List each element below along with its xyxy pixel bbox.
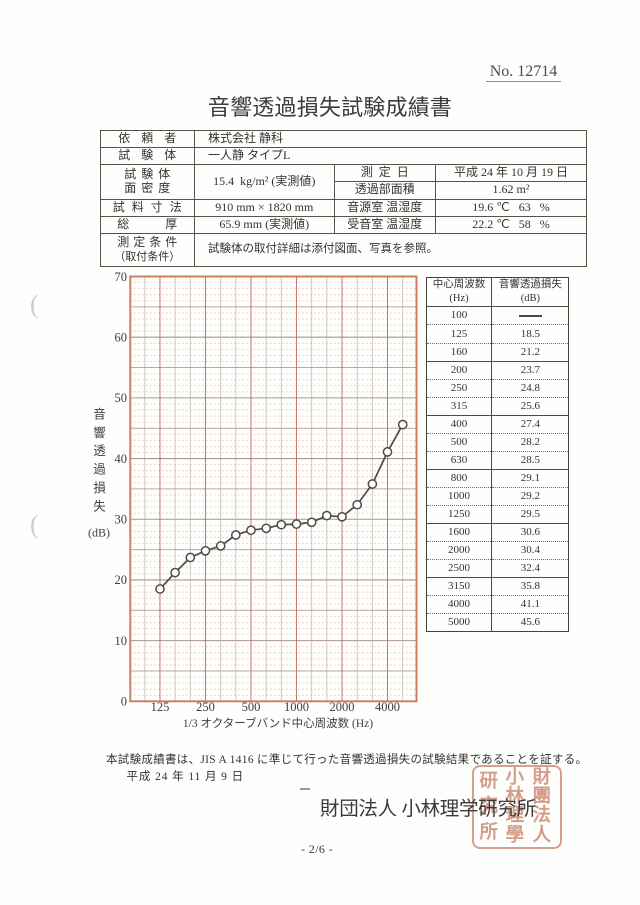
svg-text:(dB): (dB) (88, 526, 110, 540)
svg-text:音: 音 (93, 407, 106, 422)
svg-text:50: 50 (115, 391, 128, 405)
svg-text:4000: 4000 (375, 700, 400, 714)
svg-text:響: 響 (93, 425, 106, 440)
svg-text:失: 失 (93, 498, 106, 513)
svg-text:2000: 2000 (330, 700, 355, 714)
svg-text:20: 20 (115, 573, 128, 587)
svg-text:250: 250 (196, 700, 215, 714)
svg-text:過: 過 (93, 463, 106, 477)
svg-text:40: 40 (115, 452, 128, 466)
svg-text:透: 透 (93, 444, 106, 458)
svg-text:0: 0 (121, 695, 127, 709)
svg-text:30: 30 (115, 513, 128, 527)
svg-text:1000: 1000 (284, 700, 309, 714)
svg-text:損: 損 (93, 480, 106, 495)
svg-text:70: 70 (115, 270, 128, 284)
svg-text:10: 10 (115, 634, 128, 648)
svg-text:125: 125 (151, 700, 170, 714)
svg-text:1/3 オクターブバンド中心周波数 (Hz): 1/3 オクターブバンド中心周波数 (Hz) (183, 716, 373, 730)
svg-text:60: 60 (115, 331, 128, 345)
svg-text:500: 500 (242, 700, 261, 714)
